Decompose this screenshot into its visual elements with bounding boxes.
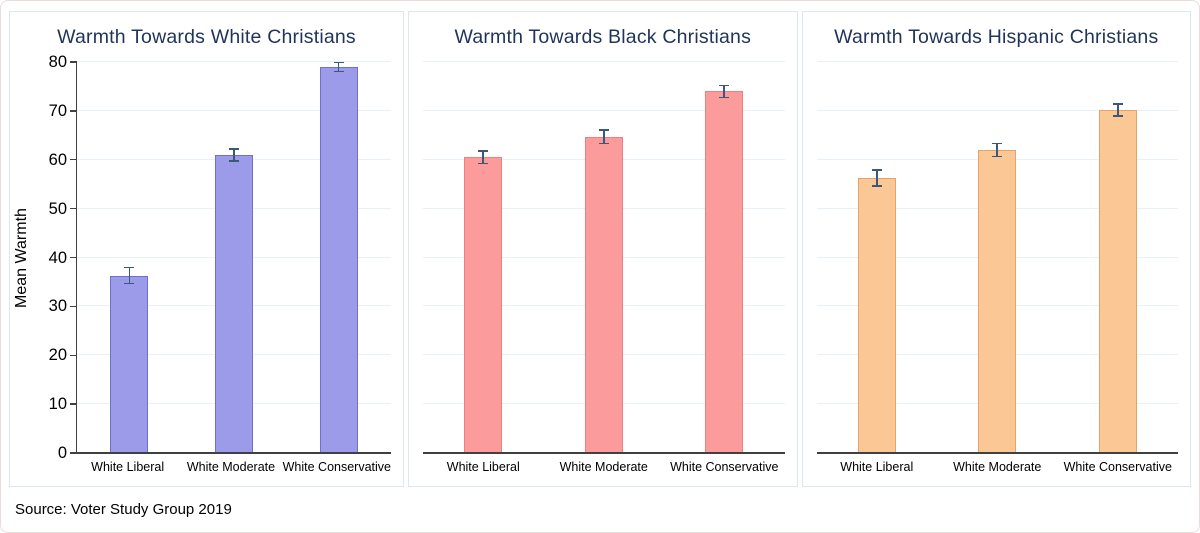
- y-tick-label-20: 20: [48, 346, 67, 365]
- y-tick-label-70: 70: [48, 101, 67, 120]
- gridline-70: [816, 109, 1178, 111]
- x-tick-label-white-moderate: White Moderate: [953, 460, 1042, 474]
- y-tick-mark-60: [70, 159, 77, 161]
- error-bar-white-liberal: [478, 150, 489, 165]
- bar-white-moderate: [215, 154, 253, 453]
- panel-body: [803, 61, 1191, 454]
- plot-area: [816, 61, 1179, 454]
- panels-row: Warmth Towards White Christians Mean Warm…: [9, 11, 1191, 487]
- source-note: Source: Voter Study Group 2019: [15, 501, 232, 518]
- error-bar-part: [723, 84, 726, 99]
- bar-group-white-liberal: [423, 62, 544, 453]
- x-axis-line: [423, 452, 785, 454]
- y-tick-mark-20: [70, 354, 77, 356]
- error-bar-white-moderate: [992, 142, 1003, 158]
- error-bar-part: [482, 150, 485, 165]
- bar-white-liberal: [464, 157, 503, 453]
- error-bar-part: [996, 142, 999, 158]
- gridline-80: [423, 61, 785, 62]
- y-tick-mark-10: [70, 403, 77, 405]
- plot-area: [423, 61, 785, 454]
- x-tick-label-white-moderate: White Moderate: [186, 460, 276, 474]
- y-axis-title: Mean Warmth: [10, 62, 34, 453]
- panel-warmth-towards-hispanic-christians: Warmth Towards Hispanic Christians White …: [801, 11, 1191, 487]
- bar-white-liberal: [110, 275, 149, 453]
- bar-white-conservative: [319, 66, 358, 453]
- bar-white-moderate: [584, 136, 623, 453]
- y-tick-label-50: 50: [48, 199, 67, 218]
- error-bar-part: [1116, 103, 1119, 117]
- gridline-80: [77, 61, 391, 62]
- panel-body: Mean Warmth 0 10 20 30 40 50 60 70 80: [10, 53, 403, 462]
- bar-group-white-liberal: [77, 62, 182, 453]
- bar-white-conservative: [705, 91, 744, 453]
- bar-group-white-liberal: [817, 62, 938, 453]
- x-tick-label-white-liberal: White Liberal: [446, 460, 520, 474]
- panel-body: [409, 61, 797, 454]
- x-axis-line: [70, 452, 391, 454]
- bar-group-white-moderate: [937, 62, 1058, 453]
- x-tick-label-white-liberal: White Liberal: [840, 460, 914, 474]
- error-bar-white-liberal: [871, 169, 882, 187]
- x-tick-label-white-conservative: White Conservative: [670, 460, 779, 474]
- y-axis-title-text: Mean Warmth: [13, 207, 30, 308]
- y-tick-mark-70: [70, 110, 77, 112]
- plot-area: [70, 61, 391, 454]
- panel-warmth-towards-black-christians: Warmth Towards Black Christians White Lib…: [408, 11, 798, 487]
- y-tick-mark-80: [70, 61, 77, 63]
- x-tick-label-white-conservative: White Conservative: [1063, 460, 1172, 474]
- gridline-80: [816, 61, 1178, 62]
- panel-title: Warmth Towards Hispanic Christians: [834, 25, 1159, 48]
- y-tick-label-40: 40: [48, 248, 67, 267]
- x-axis-labels: White Liberal White Moderate White Conserv…: [803, 453, 1191, 486]
- y-tick-label-10: 10: [48, 395, 67, 414]
- error-bar-part: [337, 61, 340, 73]
- bars: [423, 62, 785, 453]
- bar-group-white-conservative: [1058, 62, 1179, 453]
- error-bar-white-conservative: [1112, 103, 1123, 117]
- error-bar-part: [233, 148, 235, 162]
- y-tick-label-30: 30: [48, 297, 67, 316]
- y-axis-tick-labels: 0 10 20 30 40 50 60 70 80: [34, 53, 76, 462]
- x-axis-labels: White Liberal White Moderate White Conserv…: [10, 453, 403, 486]
- error-bar-white-moderate: [598, 129, 609, 145]
- panel-title: Warmth Towards White Christians: [57, 25, 356, 48]
- bar-white-liberal: [857, 177, 896, 453]
- error-bar-white-conservative: [333, 61, 344, 73]
- error-bar-part: [602, 129, 605, 145]
- bar-group-white-conservative: [664, 62, 785, 453]
- error-bar-white-liberal: [124, 266, 135, 285]
- bar-group-white-moderate: [544, 62, 665, 453]
- x-axis-labels: White Liberal White Moderate White Conserv…: [409, 453, 797, 486]
- bars: [77, 61, 391, 453]
- panel-warmth-towards-white-christians: Warmth Towards White Christians Mean Warm…: [9, 11, 404, 487]
- error-bar-white-moderate: [229, 148, 239, 162]
- panel-title: Warmth Towards Black Christians: [454, 25, 752, 48]
- y-tick-mark-50: [70, 207, 77, 210]
- x-axis-line: [816, 452, 1178, 454]
- bar-white-moderate: [978, 149, 1017, 453]
- bar-group-white-conservative: [286, 61, 391, 453]
- y-tick-mark-40: [70, 256, 77, 259]
- y-tick-label-80: 80: [48, 53, 67, 71]
- x-tick-label-white-liberal: White Liberal: [91, 460, 165, 474]
- gridline-70: [423, 109, 785, 111]
- x-tick-label-white-conservative: White Conservative: [282, 460, 391, 474]
- gridline-70: [77, 109, 391, 111]
- x-tick-label-white-moderate: White Moderate: [559, 460, 648, 474]
- error-bar-part: [128, 266, 131, 285]
- bars: [817, 62, 1179, 453]
- bar-white-conservative: [1098, 109, 1137, 453]
- bar-group-white-moderate: [182, 62, 287, 453]
- error-bar-white-conservative: [719, 84, 730, 99]
- y-tick-label-0: 0: [57, 444, 67, 462]
- y-tick-label-60: 60: [48, 150, 67, 169]
- error-bar-part: [875, 169, 878, 187]
- y-tick-mark-30: [70, 305, 77, 308]
